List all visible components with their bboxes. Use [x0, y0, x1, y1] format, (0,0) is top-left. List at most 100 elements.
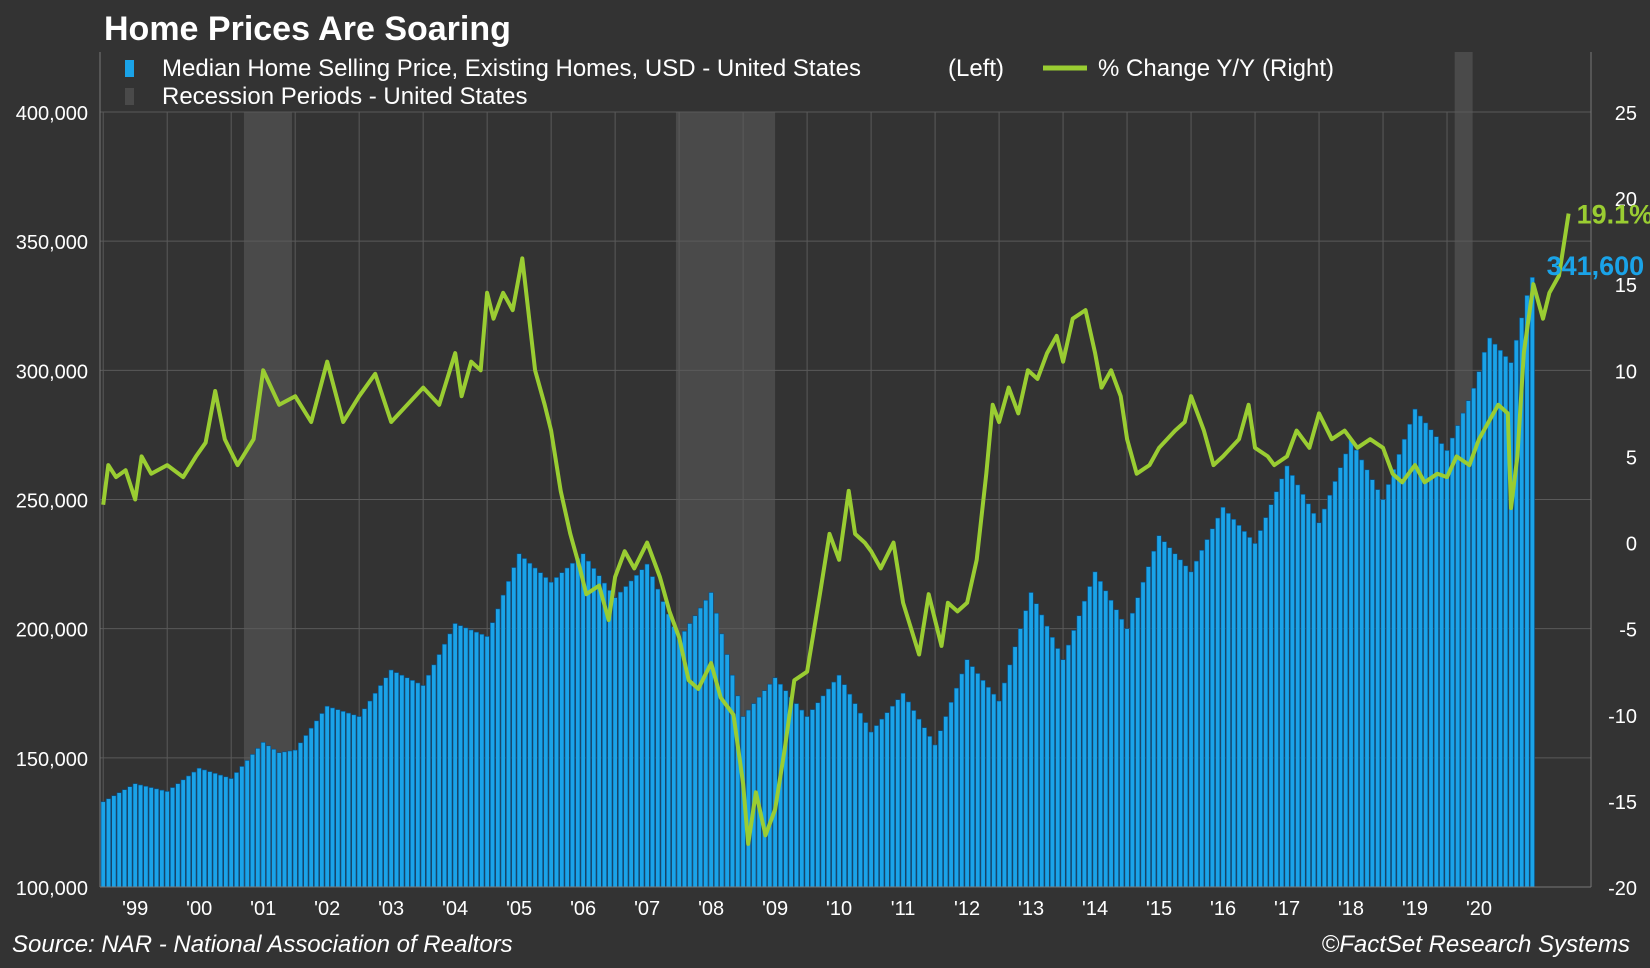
- price-bar: [1231, 519, 1237, 888]
- price-bar: [484, 636, 490, 888]
- price-bar: [276, 752, 282, 888]
- price-bar: [692, 615, 698, 888]
- legend-line-label: % Change Y/Y: [1098, 55, 1255, 82]
- left-axis-tick-label: 250,000: [16, 491, 88, 513]
- price-bar: [170, 787, 176, 888]
- left-axis-tick-label: 200,000: [16, 620, 88, 642]
- legend-bar-label: Median Home Selling Price, Existing Home…: [162, 55, 861, 82]
- price-bar: [303, 735, 309, 888]
- price-bar: [1236, 525, 1242, 888]
- price-bar: [815, 702, 821, 888]
- price-bar: [1391, 469, 1397, 888]
- price-bar: [1396, 453, 1402, 888]
- price-bar: [1055, 648, 1061, 888]
- price-bar: [1497, 349, 1503, 888]
- x-axis-tick-label: '14: [1082, 898, 1108, 920]
- credit-note: ©FactSet Research Systems: [1322, 931, 1630, 958]
- price-bar: [516, 553, 522, 888]
- price-bar: [1044, 625, 1050, 888]
- price-bar: [1177, 559, 1183, 888]
- price-bar: [175, 783, 181, 888]
- price-bar: [1049, 636, 1055, 888]
- price-bar: [857, 712, 863, 888]
- price-bar: [1311, 512, 1317, 888]
- price-bar: [1257, 530, 1263, 888]
- price-bar: [623, 586, 629, 888]
- price-bar: [1007, 664, 1013, 888]
- legend-bar-swatch: [125, 60, 134, 77]
- price-bar: [697, 607, 703, 888]
- price-bar: [340, 711, 346, 888]
- price-bar: [447, 633, 453, 888]
- right-axis-tick-label: 25: [1615, 103, 1637, 125]
- price-bar: [463, 627, 469, 888]
- price-bar: [335, 709, 341, 888]
- price-bar: [1369, 479, 1375, 888]
- price-bar: [116, 792, 122, 888]
- price-bar: [1033, 603, 1039, 888]
- price-bar: [180, 779, 186, 888]
- price-bar: [1375, 489, 1381, 888]
- price-bar: [164, 791, 170, 888]
- left-axis-tick-label: 400,000: [16, 103, 88, 125]
- x-axis-tick-label: '15: [1146, 898, 1172, 920]
- price-bar: [831, 681, 837, 888]
- price-bar: [287, 750, 293, 888]
- price-bar: [324, 705, 330, 888]
- price-bar: [132, 783, 138, 888]
- price-bar: [1167, 547, 1173, 888]
- price-bar: [991, 693, 997, 888]
- price-bar: [895, 699, 901, 888]
- right-axis-tick-label: 20: [1615, 189, 1637, 211]
- price-bar: [1071, 630, 1077, 888]
- price-bar: [468, 629, 474, 888]
- price-bar: [980, 680, 986, 888]
- price-bar: [1220, 506, 1226, 888]
- x-axis-tick-label: '20: [1466, 898, 1492, 920]
- price-bar: [505, 581, 511, 888]
- price-bar: [1417, 415, 1423, 888]
- price-bar: [708, 592, 714, 888]
- price-bar: [1327, 494, 1333, 888]
- source-note: Source: NAR - National Association of Re…: [12, 931, 513, 958]
- price-bar: [122, 789, 128, 888]
- price-bar: [553, 577, 559, 888]
- price-bar: [367, 700, 373, 888]
- price-bar: [911, 710, 917, 888]
- price-bar: [1140, 581, 1146, 888]
- price-bar: [655, 588, 661, 888]
- price-bar: [1145, 566, 1151, 888]
- price-bar: [495, 608, 501, 888]
- price-bar: [1359, 459, 1365, 888]
- price-bar: [1188, 571, 1194, 888]
- price-bar: [559, 572, 565, 888]
- price-bar: [836, 674, 842, 888]
- price-bar: [1380, 499, 1386, 888]
- price-bar: [239, 766, 245, 888]
- price-bar: [431, 664, 437, 888]
- price-bar: [250, 754, 255, 888]
- price-bar: [1353, 449, 1359, 888]
- price-bar: [346, 712, 351, 888]
- price-bar: [1449, 437, 1455, 888]
- price-bar: [1119, 618, 1125, 888]
- price-bar: [724, 654, 730, 888]
- x-axis-tick-label: '12: [954, 898, 980, 920]
- price-bar: [388, 669, 394, 888]
- price-bar: [564, 567, 570, 888]
- price-bar: [975, 673, 981, 888]
- pct-change-line: [101, 213, 1571, 846]
- price-bar: [1273, 491, 1279, 888]
- price-bar: [1151, 550, 1157, 888]
- price-bar: [527, 562, 533, 888]
- price-bar: [964, 659, 970, 888]
- price-bar: [1161, 541, 1167, 888]
- price-bar: [879, 718, 885, 888]
- price-bar: [628, 580, 634, 888]
- x-axis-tick-label: '06: [570, 898, 596, 920]
- price-bar: [457, 625, 463, 888]
- price-bar: [154, 788, 160, 888]
- price-bar: [420, 685, 426, 888]
- x-axis-tick-label: '11: [891, 898, 916, 920]
- price-bar: [148, 787, 154, 888]
